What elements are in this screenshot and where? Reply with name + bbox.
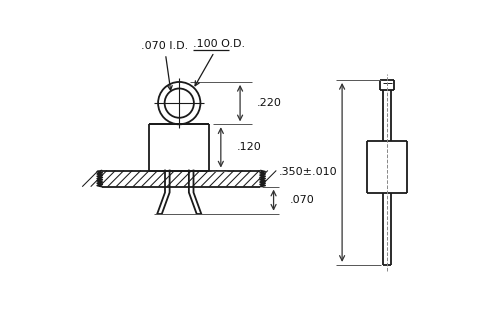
Text: .070: .070 bbox=[290, 195, 314, 205]
Text: .100 O.D.: .100 O.D. bbox=[192, 39, 245, 86]
Text: .070 I.D.: .070 I.D. bbox=[141, 41, 188, 90]
Text: .120: .120 bbox=[237, 143, 262, 152]
Text: .220: .220 bbox=[256, 98, 281, 108]
Text: .350±.010: .350±.010 bbox=[279, 167, 338, 178]
